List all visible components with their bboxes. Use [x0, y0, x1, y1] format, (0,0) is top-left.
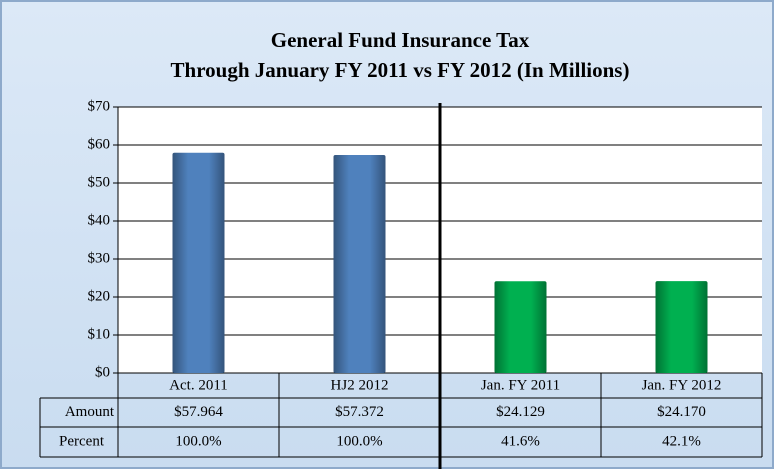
row-label: Percent: [59, 433, 105, 449]
y-tick-label: $10: [88, 326, 111, 342]
bar-shade: [655, 281, 708, 373]
y-tick-label: $40: [88, 212, 111, 228]
y-tick-label: $20: [88, 288, 111, 304]
amount-cell: $57.964: [174, 404, 223, 420]
bar-shade: [333, 154, 386, 373]
amount-cell: $24.170: [657, 404, 706, 420]
percent-cell: 100.0%: [336, 433, 382, 449]
y-tick-label: $70: [88, 98, 111, 114]
x-tick-label: Jan. FY 2011: [481, 377, 560, 393]
y-tick-label: $30: [88, 250, 111, 266]
chart-title: General Fund Insurance Tax: [271, 28, 530, 52]
y-tick-label: $50: [88, 174, 111, 190]
percent-cell: 41.6%: [501, 433, 540, 449]
bar-shade: [172, 152, 225, 373]
bar-shade: [494, 281, 547, 373]
amount-cell: $24.129: [496, 404, 545, 420]
percent-cell: 42.1%: [662, 433, 701, 449]
x-tick-label: Jan. FY 2012: [642, 377, 722, 393]
percent-cell: 100.0%: [175, 433, 221, 449]
row-label: Amount: [65, 404, 115, 420]
x-tick-label: Act. 2011: [169, 377, 228, 393]
x-tick-label: HJ2 2012: [331, 377, 389, 393]
chart-subtitle: Through January FY 2011 vs FY 2012 (In M…: [171, 58, 630, 82]
amount-cell: $57.372: [335, 404, 384, 420]
y-tick-label: $0: [95, 364, 110, 380]
y-tick-label: $60: [88, 136, 111, 152]
